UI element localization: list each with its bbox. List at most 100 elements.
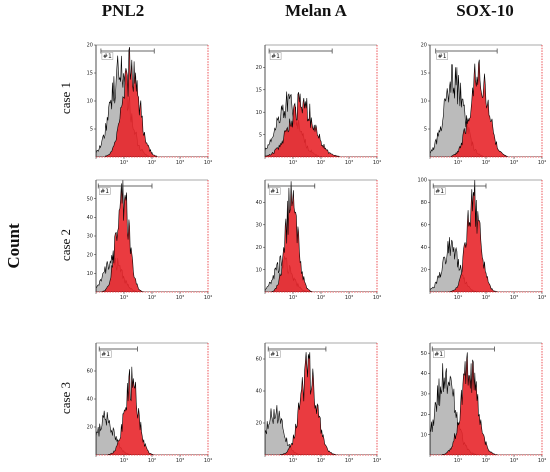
x-tick-label: 10¹ <box>289 295 297 301</box>
control-histogram <box>430 237 542 292</box>
y-tick-label: 10 <box>256 267 262 273</box>
x-tick-label: 10⁴ <box>373 160 381 166</box>
x-tick-label: 10³ <box>176 160 184 166</box>
x-tick-label: 10² <box>482 295 490 301</box>
y-tick-label: 20 <box>256 245 262 251</box>
y-tick-label: 40 <box>421 371 427 377</box>
histogram-case-3-melan-a: 20 40 60 10¹ 10² 10³ 10⁴ #1 <box>256 342 381 464</box>
y-tick-label: 15 <box>421 71 427 77</box>
marker-histogram <box>265 352 377 455</box>
gate-label-box <box>269 52 282 60</box>
gate-label: #1 <box>270 188 279 195</box>
y-tick-label: 20 <box>421 43 427 49</box>
control-histogram <box>96 55 208 157</box>
gate-label-box <box>436 52 448 60</box>
x-tick-label: 10³ <box>510 295 518 301</box>
gate-label-box <box>101 52 114 60</box>
x-tick-label: 10¹ <box>454 295 462 301</box>
gate-label-box <box>99 350 112 358</box>
y-tick-label: 20 <box>87 252 93 258</box>
histogram-case-1-sox-10: 5 10 15 20 10¹ 10² 10³ 10⁴ #1 <box>421 43 547 166</box>
x-tick-label: 10³ <box>345 160 353 166</box>
x-tick-label: 10⁴ <box>373 458 381 464</box>
y-tick-label: 20 <box>421 412 427 418</box>
marker-histogram <box>265 92 377 157</box>
x-tick-label: 10³ <box>510 160 518 166</box>
x-tick-label: 10³ <box>345 295 353 301</box>
x-tick-label: 10² <box>317 160 325 166</box>
y-tick-label: 60 <box>256 357 262 363</box>
gate-label: #1 <box>434 351 443 358</box>
gate-label: #1 <box>103 53 112 60</box>
control-histogram <box>430 363 542 455</box>
gate-label-box <box>433 187 446 195</box>
y-tick-label: 40 <box>421 245 427 251</box>
y-tick-label: 20 <box>256 421 262 427</box>
y-tick-label: 5 <box>424 127 427 133</box>
gate-label: #1 <box>270 351 279 358</box>
column-header-sox-10: SOX-10 <box>456 1 514 20</box>
gate-label: #1 <box>100 188 109 195</box>
histogram-panels: 5 10 15 20 10¹ 10² 10³ 10⁴ #1 5 10 15 20 10¹ 10² 10³ 10⁴… <box>87 43 547 464</box>
gate-label: #1 <box>438 53 447 60</box>
histogram-case-2-pnl2: 10 20 30 40 50 10¹ 10² 10³ 10⁴ #1 <box>87 179 212 301</box>
histogram-case-1-melan-a: 5 10 15 20 10¹ 10² 10³ 10⁴ #1 <box>256 44 381 166</box>
x-tick-label: 10¹ <box>289 160 297 166</box>
y-tick-label: 60 <box>421 223 427 229</box>
y-tick-label: 10 <box>421 432 427 438</box>
y-tick-label: 40 <box>256 389 262 395</box>
row-label-case-1: case 1 <box>58 82 73 114</box>
x-tick-label: 10³ <box>176 295 184 301</box>
y-tick-label: 40 <box>87 215 93 221</box>
histogram-case-1-pnl2: 5 10 15 20 10¹ 10² 10³ 10⁴ #1 <box>87 43 213 166</box>
y-tick-label: 80 <box>421 200 427 206</box>
control-histogram <box>430 64 542 157</box>
control-histogram <box>96 410 208 455</box>
y-tick-label: 10 <box>87 271 93 277</box>
y-tick-label: 20 <box>87 43 93 49</box>
marker-histogram <box>430 180 542 292</box>
y-tick-label: 100 <box>417 178 427 184</box>
gate-label-box <box>268 350 281 358</box>
x-tick-label: 10¹ <box>120 295 128 301</box>
y-tick-label: 40 <box>87 397 93 403</box>
x-tick-label: 10⁴ <box>204 458 212 464</box>
x-tick-label: 10⁴ <box>538 160 546 166</box>
x-tick-label: 10⁴ <box>538 458 546 464</box>
y-tick-label: 10 <box>87 99 93 105</box>
gate-label-box <box>99 187 111 195</box>
gate-label-box <box>268 187 281 195</box>
histogram-case-3-sox-10: 10 20 30 40 50 10¹ 10² 10³ 10⁴ #1 <box>421 342 546 464</box>
y-tick-label: 50 <box>421 351 427 357</box>
marker-histogram <box>265 181 377 292</box>
x-tick-label: 10⁴ <box>204 295 212 301</box>
histogram-case-2-melan-a: 10 20 30 40 10¹ 10² 10³ 10⁴ #1 <box>256 179 381 301</box>
x-tick-label: 10³ <box>510 458 518 464</box>
marker-histogram <box>430 352 542 455</box>
x-tick-label: 10¹ <box>454 458 462 464</box>
x-tick-label: 10² <box>148 160 156 166</box>
gate-label: #1 <box>435 188 444 195</box>
row-label-case-2: case 2 <box>58 229 73 261</box>
y-tick-label: 15 <box>87 71 93 77</box>
y-tick-label: 10 <box>421 99 427 105</box>
x-tick-label: 10⁴ <box>538 295 546 301</box>
x-tick-label: 10² <box>482 160 490 166</box>
x-tick-label: 10¹ <box>120 160 128 166</box>
y-tick-label: 20 <box>256 65 262 71</box>
x-tick-label: 10³ <box>345 458 353 464</box>
gate-label: #1 <box>101 351 110 358</box>
gate-label-box <box>433 350 445 358</box>
y-tick-label: 15 <box>256 88 262 94</box>
x-tick-label: 10³ <box>176 458 184 464</box>
x-tick-label: 10⁴ <box>204 160 212 166</box>
control-histogram <box>265 405 377 455</box>
x-tick-label: 10² <box>317 458 325 464</box>
x-tick-label: 10² <box>317 295 325 301</box>
x-tick-label: 10² <box>482 458 490 464</box>
x-tick-label: 10² <box>148 458 156 464</box>
y-tick-label: 30 <box>421 392 427 398</box>
row-label-case-3: case 3 <box>58 382 73 414</box>
marker-histogram <box>96 180 208 292</box>
y-tick-label: 50 <box>87 196 93 202</box>
